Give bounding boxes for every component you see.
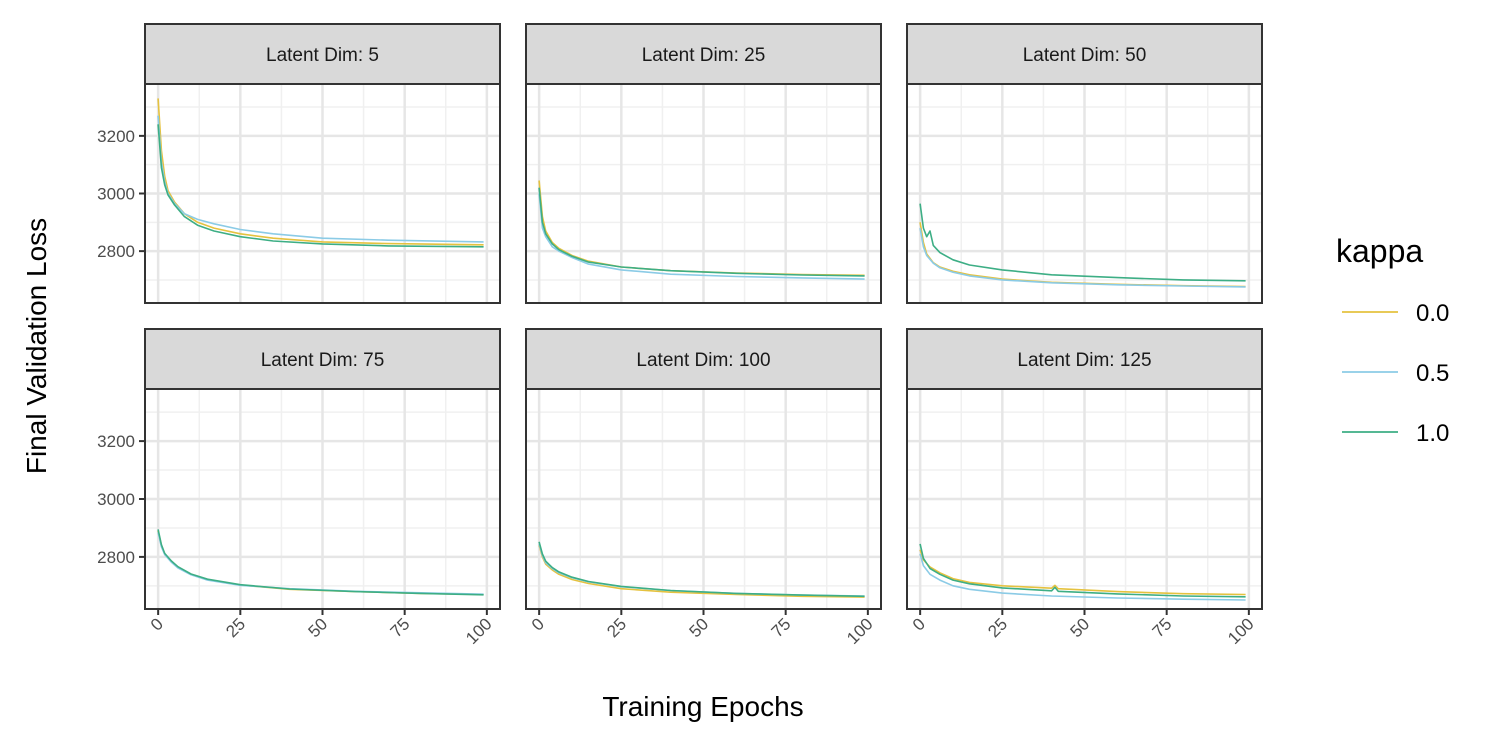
x-tick-label: 25 <box>984 614 1011 641</box>
strip-background <box>906 23 1263 85</box>
x-tick-label: 100 <box>462 614 495 647</box>
series-line-kappa-1.0 <box>538 541 865 598</box>
x-tick-label: 50 <box>686 614 713 641</box>
x-axis-title: Training Epochs <box>602 691 803 722</box>
strip-background <box>525 328 882 390</box>
series-line-kappa-1.0 <box>157 124 484 248</box>
strip-background <box>144 23 501 85</box>
x-tick-label: 0 <box>528 614 548 634</box>
strip-label: Latent Dim: 5 <box>266 45 379 66</box>
x-tick-label: 100 <box>1224 614 1257 647</box>
y-tick-label: 3000 <box>97 490 135 509</box>
strip-background <box>906 328 1263 390</box>
x-tick-label: 50 <box>305 614 332 641</box>
y-tick-label: 2800 <box>97 548 135 567</box>
y-tick-label: 3200 <box>97 127 135 146</box>
x-tick-label: 75 <box>768 614 795 641</box>
panel-4: Latent Dim: 75 2800 3000 3200 0 25 50 75 100 <box>97 328 501 648</box>
legend-title: kappa <box>1336 233 1423 269</box>
panel-6: Latent Dim: 125 0 25 50 75 100 <box>906 328 1263 648</box>
x-tick-label: 25 <box>222 614 249 641</box>
strip-label: Latent Dim: 75 <box>261 350 385 371</box>
strip-label: Latent Dim: 25 <box>642 45 766 66</box>
y-axis-title: Final Validation Loss <box>21 218 52 474</box>
x-tick-label: 0 <box>147 614 167 634</box>
legend-label-kappa-0.0: 0.0 <box>1416 300 1449 327</box>
series-line-kappa-0.5 <box>538 193 865 280</box>
y-tick-label: 2800 <box>97 242 135 261</box>
x-tick-label: 25 <box>603 614 630 641</box>
strip-label: Latent Dim: 125 <box>1017 350 1151 371</box>
panels: Latent Dim: 5 2800 3000 3200 Latent Dim: 25 L… <box>97 23 1263 648</box>
x-tick-label: 75 <box>387 614 414 641</box>
x-tick-label: 0 <box>909 614 929 634</box>
series-line-kappa-0.5 <box>919 227 1246 288</box>
panel-2: Latent Dim: 25 <box>525 23 882 304</box>
legend: kappa 0.0 0.5 1.0 <box>1336 233 1449 447</box>
legend-label-kappa-0.5: 0.5 <box>1416 360 1449 387</box>
y-tick-label: 3000 <box>97 185 135 204</box>
strip-label: Latent Dim: 50 <box>1023 45 1147 66</box>
x-tick-label: 75 <box>1149 614 1176 641</box>
x-tick-label: 100 <box>843 614 876 647</box>
panel-1: Latent Dim: 5 2800 3000 3200 <box>97 23 501 304</box>
series-line-kappa-0.0 <box>157 98 484 246</box>
strip-background <box>144 328 501 390</box>
series-line-kappa-1.0 <box>538 187 865 277</box>
series-line-kappa-1.0 <box>157 529 484 596</box>
series-line-kappa-1.0 <box>919 543 1246 598</box>
x-tick-label: 50 <box>1067 614 1094 641</box>
strip-label: Latent Dim: 100 <box>636 350 770 371</box>
y-tick-label: 3200 <box>97 432 135 451</box>
panel-3: Latent Dim: 50 <box>906 23 1263 304</box>
series-line-kappa-1.0 <box>919 203 1246 282</box>
strip-background <box>525 23 882 85</box>
series-line-kappa-0.0 <box>919 549 1246 596</box>
series-line-kappa-0.5 <box>919 553 1246 601</box>
legend-label-kappa-1.0: 1.0 <box>1416 420 1449 447</box>
panel-5: Latent Dim: 100 0 25 50 75 100 <box>525 328 882 648</box>
